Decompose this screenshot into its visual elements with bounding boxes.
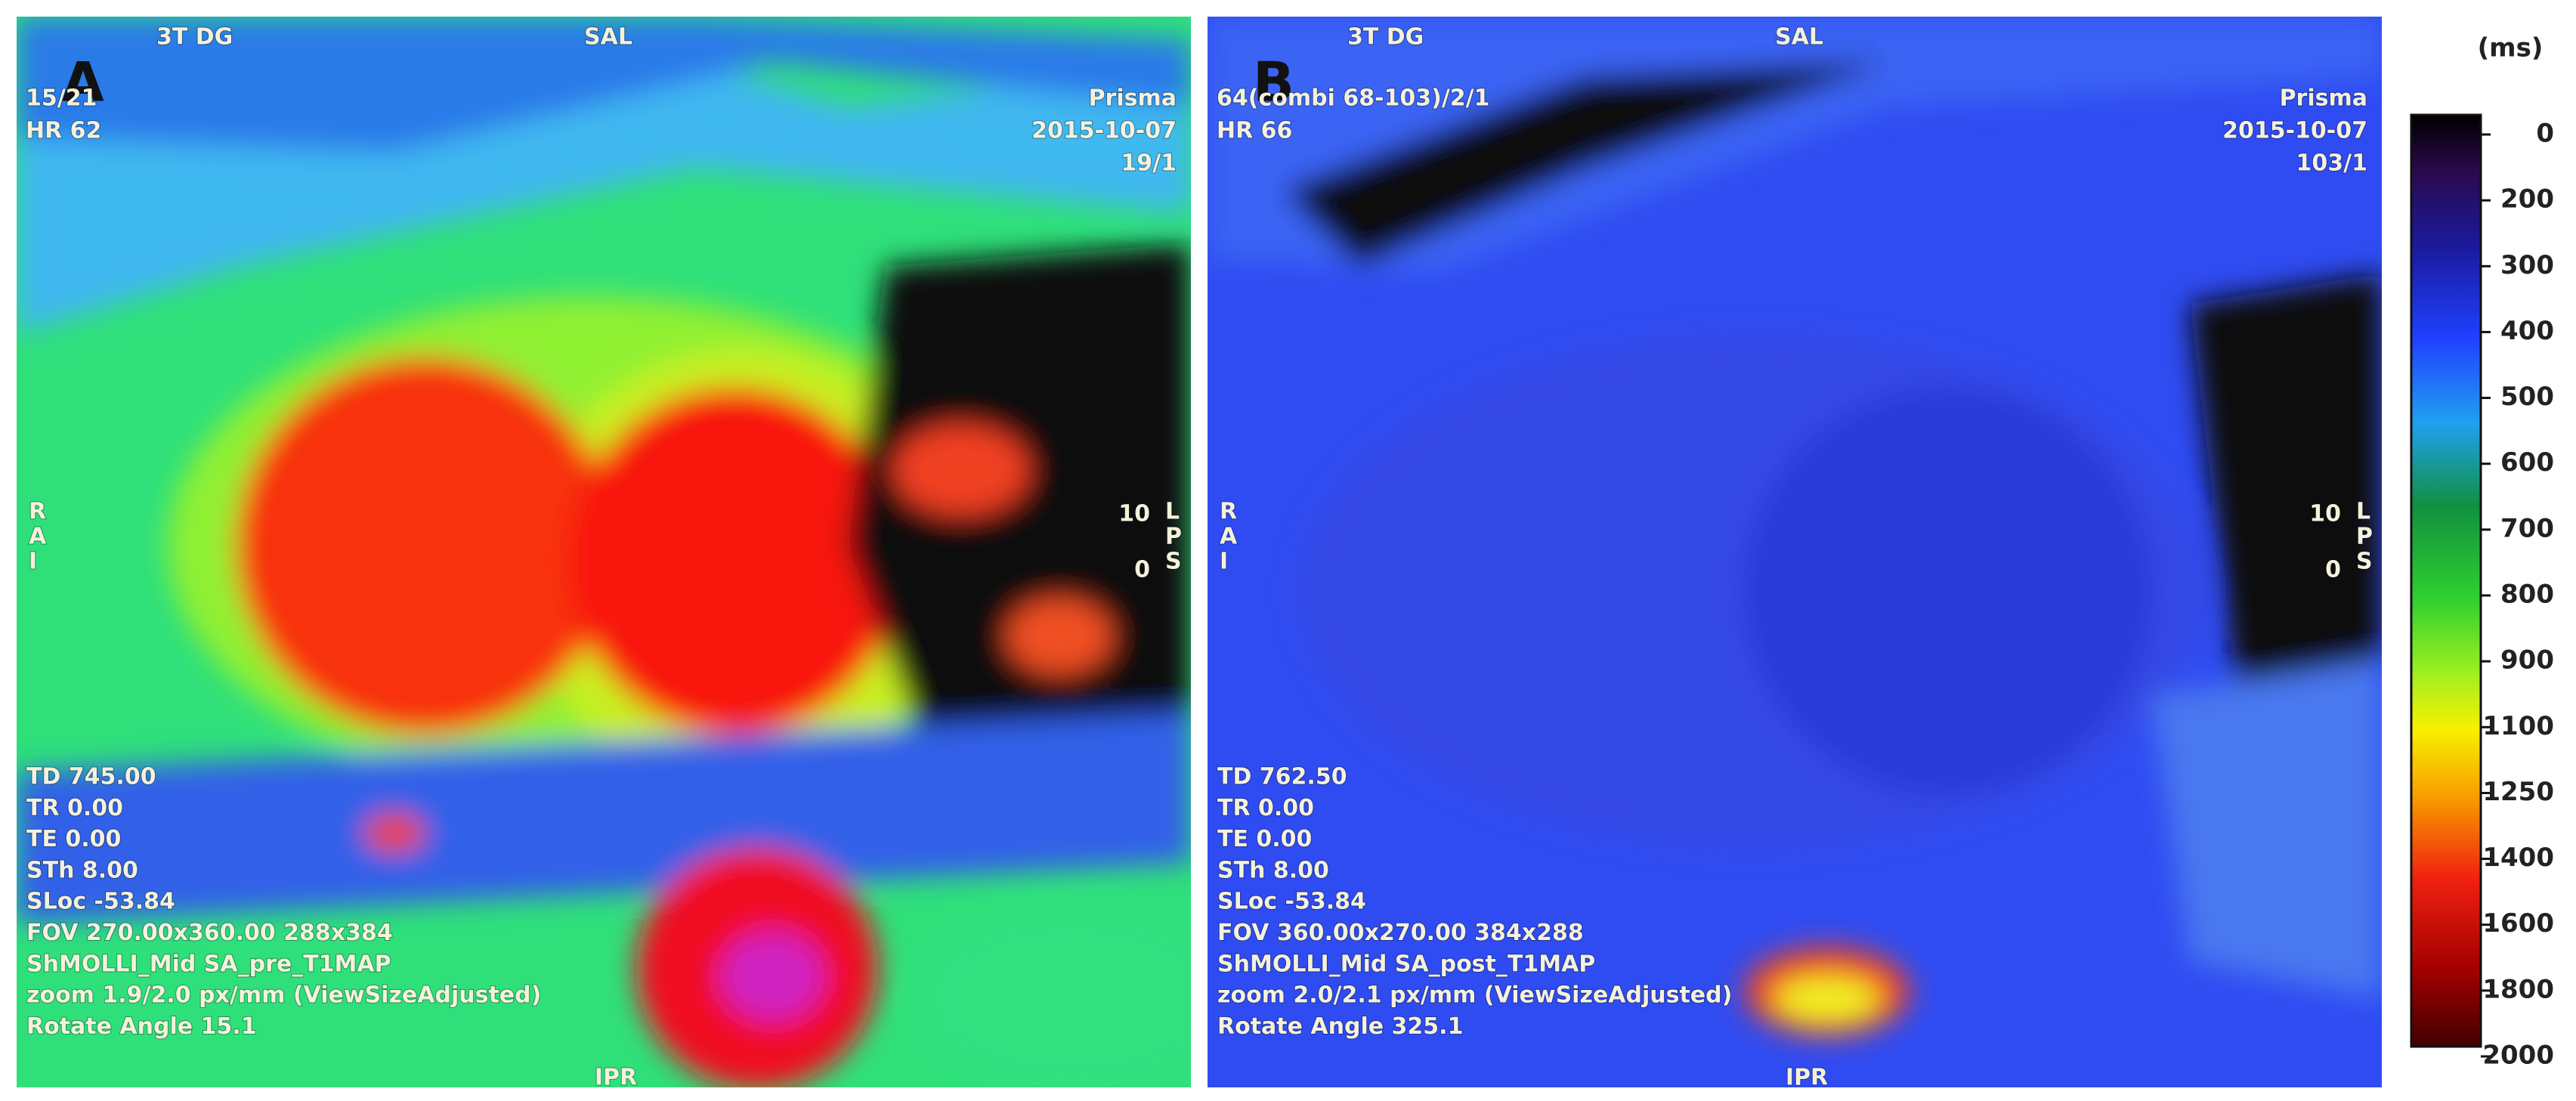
info-left: HR 66 — [1217, 118, 1292, 144]
panel-a-image — [17, 17, 1191, 1087]
orientation-right: S — [2356, 549, 2373, 575]
colorbar-tick-label: 600 — [2500, 447, 2554, 478]
scan-parameter: zoom 1.9/2.0 px/mm (ViewSizeAdjusted) — [26, 982, 541, 1009]
orientation-number: 10 — [2309, 501, 2341, 527]
orientation-left: I — [29, 549, 37, 575]
orientation-number: 10 — [1118, 501, 1150, 527]
scan-parameter: Rotate Angle 15.1 — [26, 1013, 257, 1040]
colorbar-tick-label: 1250 — [2482, 777, 2554, 807]
info-left: HR 62 — [26, 118, 101, 144]
info-right: 2015-10-07 — [2222, 118, 2367, 144]
scan-parameter: TE 0.00 — [26, 826, 121, 852]
scan-parameter: TR 0.00 — [1217, 795, 1314, 821]
header-left: 3T DG — [1347, 24, 1424, 51]
orientation-right: P — [2356, 524, 2373, 550]
header-center: SAL — [1775, 24, 1823, 51]
scan-parameter: STh 8.00 — [1217, 857, 1329, 883]
bottom-label: IPR — [595, 1065, 637, 1091]
info-right: Prisma — [1089, 85, 1177, 112]
scan-parameter: zoom 2.0/2.1 px/mm (ViewSizeAdjusted) — [1217, 982, 1732, 1009]
scan-parameter: SLoc -53.84 — [26, 889, 175, 915]
colorbar-tick-label: 700 — [2500, 513, 2554, 543]
colorbar-tick-label: 300 — [2500, 250, 2554, 280]
header-center: SAL — [584, 24, 632, 51]
orientation-left: A — [29, 524, 47, 550]
info-right: 103/1 — [2296, 150, 2367, 177]
scan-parameter: TD 762.50 — [1217, 764, 1347, 790]
panel-label: A — [62, 51, 104, 114]
scan-parameter: FOV 360.00x270.00 384x288 — [1217, 920, 1584, 946]
colorbar-tick-label: 200 — [2500, 184, 2554, 215]
colorbar-tick-label: 800 — [2500, 580, 2554, 610]
orientation-number: 0 — [2325, 557, 2341, 583]
info-right: 19/1 — [1121, 150, 1177, 177]
colorbar-tick-label: 0 — [2536, 119, 2554, 149]
colorbar-tick-label: 1800 — [2482, 974, 2554, 1004]
bottom-label: IPR — [1786, 1065, 1828, 1091]
scan-parameter: ShMOLLI_Mid SA_post_T1MAP — [1217, 951, 1595, 977]
colorbar-unit: (ms) — [2478, 33, 2544, 63]
orientation-left: R — [29, 499, 46, 525]
colorbar-tick-label: 900 — [2500, 645, 2554, 676]
colorbar — [2410, 113, 2482, 1048]
scan-parameter: TD 745.00 — [26, 764, 156, 790]
scan-parameter: FOV 270.00x360.00 288x384 — [26, 920, 393, 946]
orientation-right: L — [1165, 499, 1180, 525]
header-left: 3T DG — [156, 24, 233, 51]
scan-parameter: Rotate Angle 325.1 — [1217, 1013, 1463, 1040]
colorbar-tick-label: 2000 — [2482, 1041, 2554, 1071]
scan-parameter: SLoc -53.84 — [1217, 889, 1366, 915]
scan-parameter: ShMOLLI_Mid SA_pre_T1MAP — [26, 951, 391, 977]
info-right: Prisma — [2280, 85, 2367, 112]
scan-parameter: STh 8.00 — [26, 857, 138, 883]
colorbar-tick-label: 400 — [2500, 316, 2554, 346]
colorbar-tick-label: 1400 — [2482, 843, 2554, 873]
orientation-number: 0 — [1134, 557, 1150, 583]
orientation-left: A — [1220, 524, 1238, 550]
scan-parameter: TE 0.00 — [1217, 826, 1312, 852]
scan-parameter: TR 0.00 — [26, 795, 123, 821]
panel-b-image — [1208, 17, 2382, 1087]
info-left: 15/21 — [26, 85, 97, 112]
orientation-right: S — [1165, 549, 1182, 575]
panel-label: B — [1253, 51, 1294, 114]
orientation-right: P — [1165, 524, 1182, 550]
orientation-left: I — [1220, 549, 1228, 575]
info-right: 2015-10-07 — [1031, 118, 1177, 144]
colorbar-tick-label: 1100 — [2482, 711, 2554, 741]
info-left: 64(combi 68-103)/2/1 — [1217, 85, 1490, 112]
colorbar-tick-label: 500 — [2500, 382, 2554, 412]
orientation-right: L — [2356, 499, 2370, 525]
orientation-left: R — [1220, 499, 1237, 525]
colorbar-tick-label: 1600 — [2482, 908, 2554, 939]
